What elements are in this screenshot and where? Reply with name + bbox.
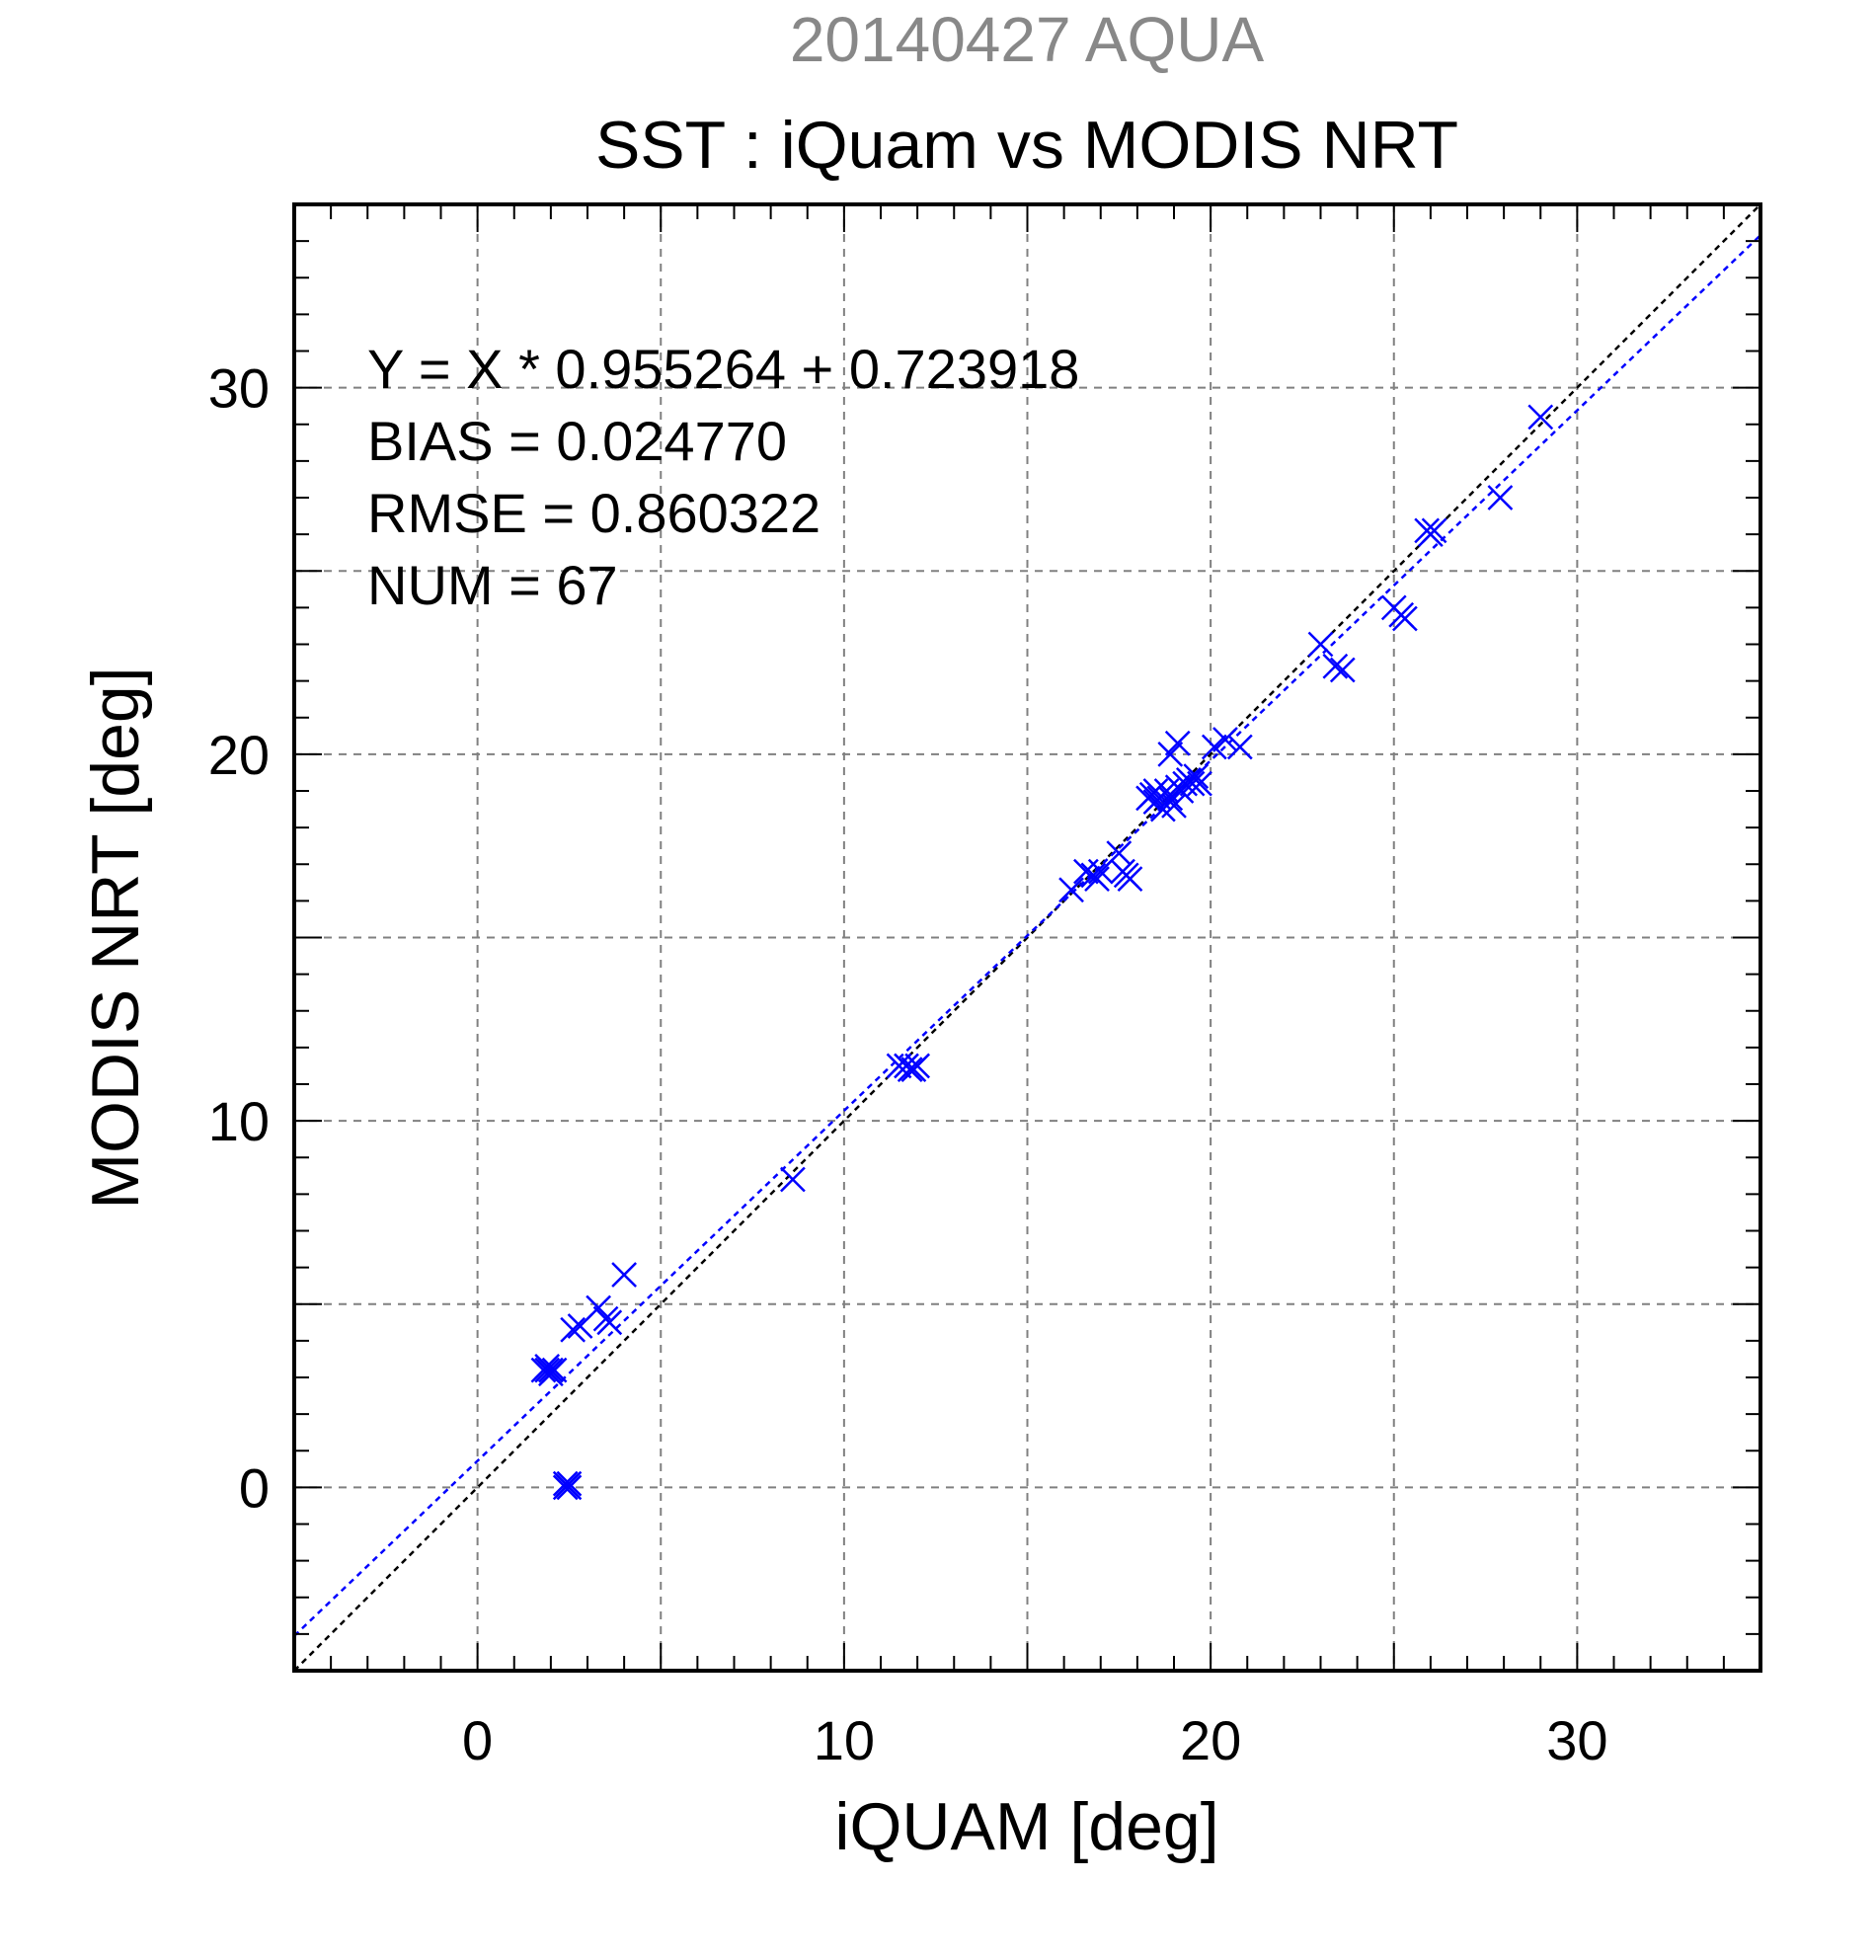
reference-lines bbox=[293, 203, 1761, 1672]
identity-line bbox=[293, 203, 1761, 1672]
count-value: NUM = 67 bbox=[367, 554, 618, 616]
data-point bbox=[1187, 770, 1212, 797]
data-point bbox=[1058, 877, 1084, 903]
data-point bbox=[897, 1057, 923, 1083]
data-point-stroke bbox=[1329, 657, 1356, 683]
y-tick-label: 20 bbox=[208, 724, 270, 786]
data-point-stroke bbox=[1157, 741, 1184, 767]
data-point bbox=[560, 1316, 586, 1343]
data-point-stroke bbox=[1201, 734, 1227, 760]
data-point-stroke bbox=[1392, 605, 1418, 632]
data-point-stroke bbox=[1322, 653, 1349, 679]
data-point-stroke bbox=[1117, 866, 1143, 892]
regression-line bbox=[293, 234, 1761, 1637]
data-point-stroke bbox=[780, 1166, 806, 1193]
data-point-stroke bbox=[1307, 631, 1334, 658]
data-point bbox=[1142, 778, 1169, 804]
x-tick-label: 30 bbox=[1546, 1709, 1607, 1771]
data-point-stroke bbox=[1084, 866, 1110, 892]
data-point-stroke bbox=[1058, 877, 1084, 903]
data-point-stroke bbox=[611, 1262, 638, 1288]
data-points bbox=[530, 404, 1554, 1501]
data-point bbox=[1157, 741, 1184, 767]
data-point bbox=[904, 1053, 931, 1079]
data-point bbox=[552, 1470, 579, 1497]
data-point bbox=[611, 1262, 638, 1288]
data-point bbox=[586, 1294, 612, 1321]
data-point-stroke bbox=[1212, 727, 1238, 752]
data-point-stroke bbox=[596, 1309, 623, 1336]
data-point-stroke bbox=[1183, 763, 1210, 790]
data-point-stroke bbox=[1487, 485, 1514, 510]
data-point bbox=[537, 1361, 564, 1387]
data-point-stroke bbox=[1179, 770, 1206, 797]
bias-value: BIAS = 0.024770 bbox=[367, 410, 787, 472]
data-point bbox=[1487, 485, 1514, 510]
x-tick-label: 20 bbox=[1180, 1709, 1241, 1771]
data-point bbox=[1183, 763, 1210, 790]
data-point-stroke bbox=[552, 1470, 579, 1497]
x-axis-label: iQUAM [deg] bbox=[834, 1789, 1218, 1864]
data-point-stroke bbox=[556, 1470, 583, 1497]
data-point-stroke bbox=[1421, 517, 1447, 544]
y-tick-label: 0 bbox=[239, 1456, 270, 1519]
chart-super-title: 20140427 AQUA bbox=[790, 4, 1265, 75]
data-point bbox=[1421, 517, 1447, 544]
y-tick-label: 10 bbox=[208, 1090, 270, 1152]
data-point bbox=[1212, 727, 1238, 752]
data-point bbox=[1322, 653, 1349, 679]
data-point bbox=[1307, 631, 1334, 658]
data-point-stroke bbox=[1226, 734, 1253, 760]
data-point bbox=[534, 1353, 561, 1379]
data-point-stroke bbox=[1161, 792, 1187, 819]
data-point-stroke bbox=[886, 1053, 912, 1079]
data-point-stroke bbox=[586, 1294, 612, 1321]
data-point bbox=[1201, 734, 1227, 760]
stats-annotations: Y = X * 0.955264 + 0.723918 BIAS = 0.024… bbox=[367, 338, 1079, 616]
plot-frame bbox=[292, 202, 1762, 1673]
data-point bbox=[1084, 866, 1110, 892]
data-point bbox=[1329, 657, 1356, 683]
data-point bbox=[556, 1470, 583, 1497]
data-point bbox=[1179, 770, 1206, 797]
data-point bbox=[1392, 605, 1418, 632]
data-point-stroke bbox=[1527, 404, 1554, 431]
grid-lines bbox=[294, 204, 1760, 1671]
chart-title: SST : iQuam vs MODIS NRT bbox=[595, 108, 1458, 183]
data-point bbox=[780, 1166, 806, 1193]
data-point-stroke bbox=[1164, 730, 1191, 756]
data-point-stroke bbox=[560, 1316, 586, 1343]
data-point bbox=[596, 1309, 623, 1336]
data-point-stroke bbox=[897, 1057, 923, 1083]
x-tick-label: 10 bbox=[814, 1709, 875, 1771]
data-point bbox=[1226, 734, 1253, 760]
x-tick-label: 0 bbox=[462, 1709, 493, 1771]
tick-labels: 0 10 20 30 0 10 20 30 bbox=[208, 357, 1608, 1771]
rmse-value: RMSE = 0.860322 bbox=[367, 482, 821, 544]
data-point-stroke bbox=[534, 1353, 561, 1379]
data-point bbox=[1117, 866, 1143, 892]
data-point-stroke bbox=[1142, 778, 1169, 804]
regression-equation: Y = X * 0.955264 + 0.723918 bbox=[367, 338, 1079, 400]
data-point bbox=[1527, 404, 1554, 431]
data-point-stroke bbox=[904, 1053, 931, 1079]
data-point bbox=[1164, 730, 1191, 756]
y-axis-label: MODIS NRT [deg] bbox=[78, 666, 153, 1209]
data-point-stroke bbox=[1187, 770, 1212, 797]
y-tick-label: 30 bbox=[208, 357, 270, 420]
data-point-stroke bbox=[537, 1361, 564, 1387]
